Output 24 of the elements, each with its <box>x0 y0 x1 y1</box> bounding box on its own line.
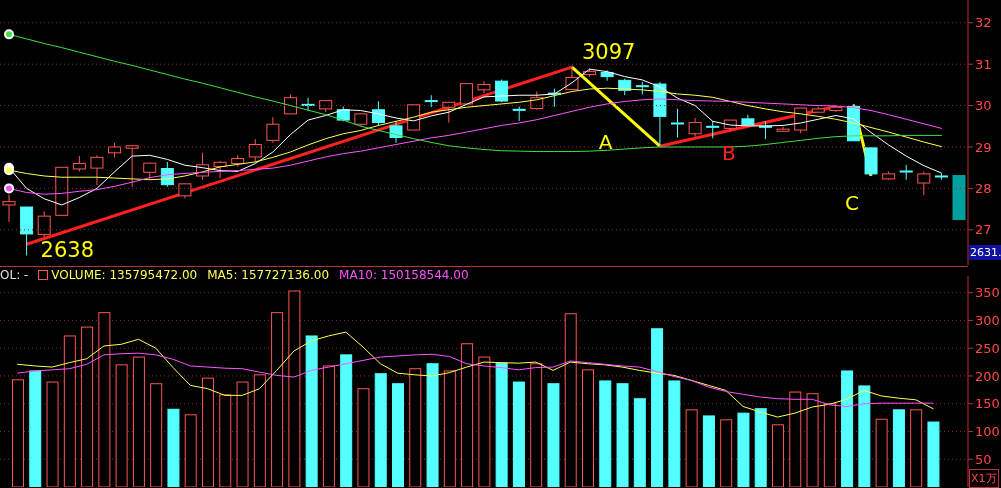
series-label: A <box>598 129 613 154</box>
y-tick-label: 250 <box>975 340 1000 356</box>
y-tick-label: 350 <box>975 285 1000 301</box>
series-label: C <box>845 190 860 215</box>
y-tick-label: 200 <box>975 368 1000 384</box>
y-tick-label: 31 <box>975 56 992 72</box>
y-tick-label: 29 <box>975 139 992 155</box>
annotation: 3097 <box>581 40 636 65</box>
y-tick-label: 27 <box>975 222 992 238</box>
y-tick-label: 100 <box>975 424 1000 440</box>
legend-title: OL: - <box>0 268 29 282</box>
legend-label: VOLUME: 135795472.00 <box>50 268 198 282</box>
y-tick-label: 30 <box>975 98 992 114</box>
series-label: B <box>721 141 736 166</box>
y-tick-label: 32 <box>975 15 992 31</box>
text: MA5: 157727136.00 <box>207 268 330 282</box>
text: X1万 <box>969 469 999 488</box>
text: MA10: 150158544.00 <box>339 268 469 282</box>
y-tick-label: 28 <box>975 181 992 197</box>
y-tick-label: 50 <box>975 451 992 467</box>
annotation: 2638 <box>40 238 95 263</box>
text: 2631. <box>969 245 1001 260</box>
y-tick-label: 300 <box>975 313 1000 329</box>
y-tick-label: 150 <box>975 396 1000 412</box>
